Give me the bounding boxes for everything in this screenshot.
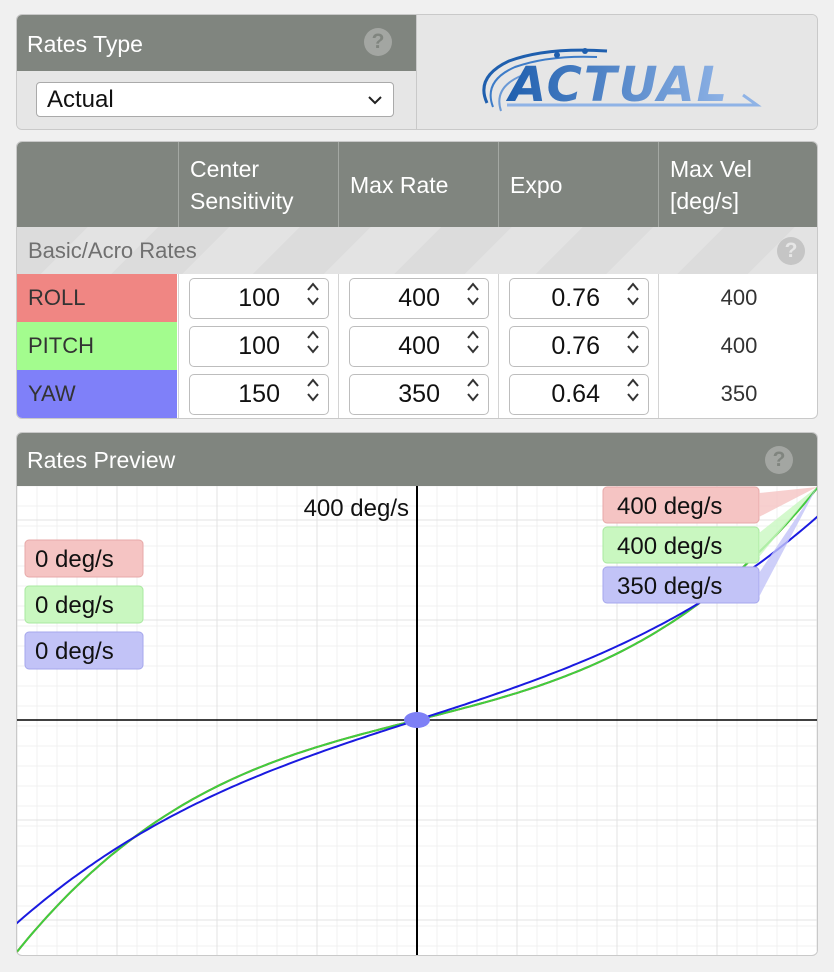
current-rate-label-box xyxy=(24,631,144,670)
header-center-sensitivity: Center Sensitivity xyxy=(178,142,338,227)
rates-table-panel: Center Sensitivity Max Rate Expo Max Vel… xyxy=(16,141,818,419)
axis-label: ROLL xyxy=(17,274,177,322)
spinner-arrows-icon[interactable] xyxy=(625,374,641,406)
max-vel-value: 350 xyxy=(658,370,817,418)
rates-preview-title: Rates Preview xyxy=(27,447,176,473)
center-sensitivity-cell: 150 xyxy=(178,370,338,418)
max-rate-input[interactable]: 350 xyxy=(349,374,489,415)
rates-type-title: Rates Type xyxy=(27,31,143,57)
center-sensitivity-input[interactable]: 150 xyxy=(189,374,329,415)
max-rate-label-pointer xyxy=(759,487,817,597)
header-max-vel: Max Vel [deg/s] xyxy=(658,142,817,227)
center-sensitivity-input[interactable]: 100 xyxy=(189,326,329,367)
spinner-arrows-icon[interactable] xyxy=(465,326,481,358)
current-rate-label: 0 deg/s xyxy=(35,546,114,573)
center-max-label: 400 deg/s xyxy=(304,495,409,522)
rates-type-select[interactable]: Actual xyxy=(36,82,394,117)
current-rate-label-box xyxy=(24,539,144,578)
max-vel-value: 400 xyxy=(658,322,817,370)
axis-label: PITCH xyxy=(17,322,177,370)
spinner-arrows-icon[interactable] xyxy=(305,326,321,358)
center-sensitivity-input[interactable]: 100 xyxy=(189,278,329,319)
chevron-down-icon xyxy=(368,96,382,105)
expo-input[interactable]: 0.64 xyxy=(509,374,649,415)
spinner-arrows-icon[interactable] xyxy=(625,278,641,310)
max-vel-value: 400 xyxy=(658,274,817,322)
rates-table-header: Center Sensitivity Max Rate Expo Max Vel… xyxy=(17,142,817,227)
help-icon[interactable]: ? xyxy=(765,446,793,474)
header-expo: Expo xyxy=(498,142,658,227)
expo-cell: 0.64 xyxy=(498,370,658,418)
help-icon[interactable]: ? xyxy=(777,237,805,265)
rate-row-roll: ROLL 100 400 0.76 400 xyxy=(17,274,817,322)
expo-cell: 0.76 xyxy=(498,322,658,370)
help-icon[interactable]: ? xyxy=(364,28,392,56)
rates-preview-panel: Rates Preview ? 400 deg/s 0 deg/s 0 deg/s 0… xyxy=(16,432,818,956)
center-sensitivity-cell: 100 xyxy=(178,322,338,370)
max-rate-label: 400 deg/s xyxy=(617,533,722,560)
spinner-arrows-icon[interactable] xyxy=(305,278,321,310)
max-rate-label-pointer xyxy=(759,487,817,557)
expo-input[interactable]: 0.76 xyxy=(509,326,649,367)
max-rate-input[interactable]: 400 xyxy=(349,278,489,319)
rate-row-yaw: YAW 150 350 0.64 350 xyxy=(17,370,817,418)
stick-position-marker xyxy=(404,712,430,728)
rates-type-selected-value: Actual xyxy=(47,86,114,113)
rates-type-header: Rates Type ? xyxy=(17,15,416,71)
max-rate-input[interactable]: 400 xyxy=(349,326,489,367)
max-rate-cell: 350 xyxy=(338,370,498,418)
spinner-arrows-icon[interactable] xyxy=(465,374,481,406)
header-axis xyxy=(17,142,178,227)
axis-label: YAW xyxy=(17,370,177,418)
max-rate-cell: 400 xyxy=(338,322,498,370)
rate-row-pitch: PITCH 100 400 0.76 400 xyxy=(17,322,817,370)
max-rate-label-pointer xyxy=(759,487,817,517)
rates-preview-header: Rates Preview ? xyxy=(17,433,817,486)
max-rate-cell: 400 xyxy=(338,274,498,322)
basic-acro-rates-header: Basic/Acro Rates ? xyxy=(17,227,817,274)
rates-type-logo-area: ACTUAL xyxy=(417,15,817,129)
max-rate-label: 350 deg/s xyxy=(617,573,722,600)
max-rate-label: 400 deg/s xyxy=(617,493,722,520)
current-rate-label-box xyxy=(24,585,144,624)
current-rate-label: 0 deg/s xyxy=(35,592,114,619)
rates-type-section: Rates Type ? Actual xyxy=(17,15,417,129)
rates-preview-chart: 400 deg/s 0 deg/s 0 deg/s 0 deg/s 400 deg/s 4… xyxy=(17,486,817,955)
current-rate-label: 0 deg/s xyxy=(35,638,114,665)
section-title: Basic/Acro Rates xyxy=(28,238,197,263)
expo-input[interactable]: 0.76 xyxy=(509,278,649,319)
spinner-arrows-icon[interactable] xyxy=(625,326,641,358)
rates-type-panel: Rates Type ? Actual ACTUAL xyxy=(16,14,818,130)
spinner-arrows-icon[interactable] xyxy=(465,278,481,310)
actual-logo: ACTUAL xyxy=(482,48,762,113)
header-max-rate: Max Rate xyxy=(338,142,498,227)
spinner-arrows-icon[interactable] xyxy=(305,374,321,406)
center-sensitivity-cell: 100 xyxy=(178,274,338,322)
expo-cell: 0.76 xyxy=(498,274,658,322)
